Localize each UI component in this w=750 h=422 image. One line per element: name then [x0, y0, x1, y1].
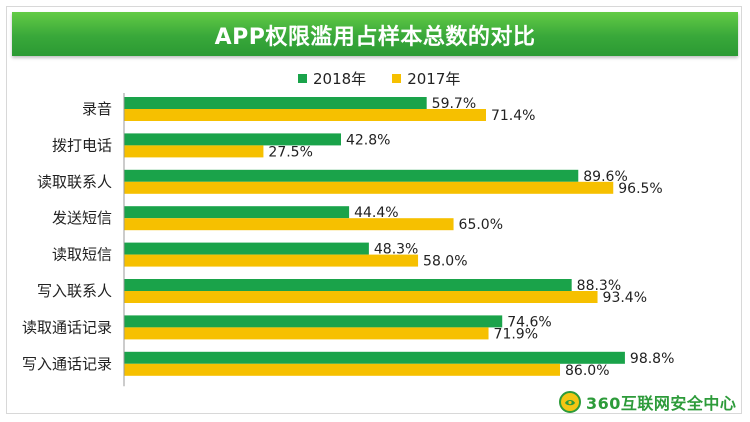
category-label: 读取通话记录	[22, 318, 112, 336]
data-label-2018: 44.4%	[354, 205, 398, 221]
bar-2018	[124, 351, 625, 364]
category-label: 发送短信	[52, 209, 112, 227]
data-label-2018: 74.6%	[507, 314, 551, 330]
data-label-2017: 86.0%	[565, 363, 609, 379]
category-label: 写入联系人	[37, 282, 112, 300]
data-label-2018: 98.8%	[630, 351, 674, 367]
title-banner: APP权限滥用占样本总数的对比	[12, 12, 738, 56]
data-label-2017: 71.9%	[494, 326, 538, 342]
category-label: 拨打电话	[52, 136, 112, 154]
data-label-2017: 65.0%	[459, 217, 503, 233]
data-label-2017: 96.5%	[618, 181, 662, 197]
brand-logo: 360互联网安全中心	[559, 390, 736, 414]
legend-label-2018: 2018年	[313, 69, 367, 88]
bar-2017	[124, 254, 419, 267]
bar-2017	[124, 327, 489, 340]
bar-2018	[124, 133, 341, 146]
data-label-2017: 71.4%	[491, 108, 535, 124]
bar-2018	[124, 97, 427, 109]
data-label-2018: 88.3%	[577, 278, 621, 294]
legend-swatch-2017	[392, 73, 402, 83]
logo-text: 360互联网安全中心	[586, 394, 737, 413]
bar-2018	[124, 315, 503, 328]
legend: 2018年 2017年	[298, 68, 486, 88]
shield-icon	[559, 391, 581, 413]
bar-2018	[124, 206, 350, 219]
bar-2017	[124, 363, 561, 376]
legend-item-2017: 2017年	[392, 68, 460, 89]
data-label-2017: 27.5%	[268, 144, 312, 160]
bar-2018	[124, 169, 579, 182]
legend-swatch-2018	[298, 73, 307, 83]
data-label-2018: 59.7%	[432, 96, 476, 112]
category-label: 读取联系人	[37, 173, 112, 191]
legend-label-2017: 2017年	[407, 69, 461, 88]
data-label-2017: 93.4%	[603, 290, 647, 306]
category-label: 写入通话记录	[22, 355, 112, 373]
legend-item-2018: 2018年	[298, 68, 366, 89]
bar-2018	[124, 279, 572, 291]
category-label: 读取短信	[52, 246, 112, 264]
bar-2017	[124, 109, 486, 121]
bar-2017	[124, 145, 264, 158]
bar-2018	[124, 242, 369, 255]
data-label-2017: 58.0%	[423, 254, 467, 270]
bar-2017	[124, 181, 614, 194]
bar-2017	[124, 291, 598, 303]
data-label-2018: 89.6%	[583, 169, 627, 185]
chart-title: APP权限滥用占样本总数的对比	[214, 25, 536, 50]
data-label-2018: 48.3%	[374, 242, 418, 258]
category-label: 录音	[82, 100, 112, 118]
bar-2017	[124, 218, 454, 231]
data-label-2018: 42.8%	[346, 132, 390, 148]
